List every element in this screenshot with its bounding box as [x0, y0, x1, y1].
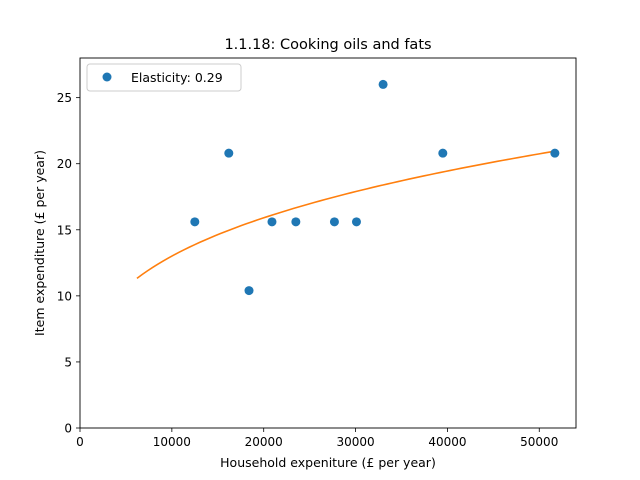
- y-tick-label: 5: [64, 355, 72, 369]
- fit-curve-layer: [136, 150, 556, 279]
- legend-marker: [102, 72, 112, 82]
- data-points-layer: [190, 79, 560, 296]
- data-point: [378, 79, 388, 89]
- data-point: [291, 217, 301, 227]
- x-tick-label: 40000: [428, 435, 466, 449]
- data-point: [438, 148, 448, 158]
- x-tick-label: 30000: [336, 435, 374, 449]
- y-tick-label: 15: [57, 223, 72, 237]
- chart-title: 1.1.18: Cooking oils and fats: [224, 37, 431, 53]
- data-point: [224, 148, 234, 158]
- data-point: [550, 148, 560, 158]
- data-point: [267, 217, 277, 227]
- x-tick-label: 50000: [520, 435, 558, 449]
- data-point: [351, 217, 361, 227]
- data-point: [190, 217, 200, 227]
- x-tick-label: 0: [76, 435, 84, 449]
- legend-frame: [86, 63, 242, 92]
- plot-area: [80, 58, 576, 428]
- legend: Elasticity: 0.29: [86, 63, 242, 92]
- x-tick-label: 20000: [245, 435, 283, 449]
- fit-curve: [136, 150, 556, 279]
- legend-label: Elasticity: 0.29: [131, 70, 223, 85]
- y-axis-label: Item expenditure (£ per year): [32, 150, 47, 336]
- y-tick-label: 0: [64, 422, 72, 436]
- plot-frame: [79, 57, 577, 429]
- y-tick-label: 10: [57, 289, 72, 303]
- y-tick-label: 25: [57, 91, 72, 105]
- data-point: [329, 217, 339, 227]
- y-axis-ticks: 0 5 10 15 20 25: [57, 91, 80, 436]
- x-tick-label: 10000: [153, 435, 191, 449]
- x-axis-label: Household expeniture (£ per year): [220, 455, 436, 470]
- y-tick-label: 20: [57, 157, 72, 171]
- data-point: [244, 286, 254, 296]
- x-axis-ticks: 0 10000 20000 30000 40000 50000: [76, 428, 558, 449]
